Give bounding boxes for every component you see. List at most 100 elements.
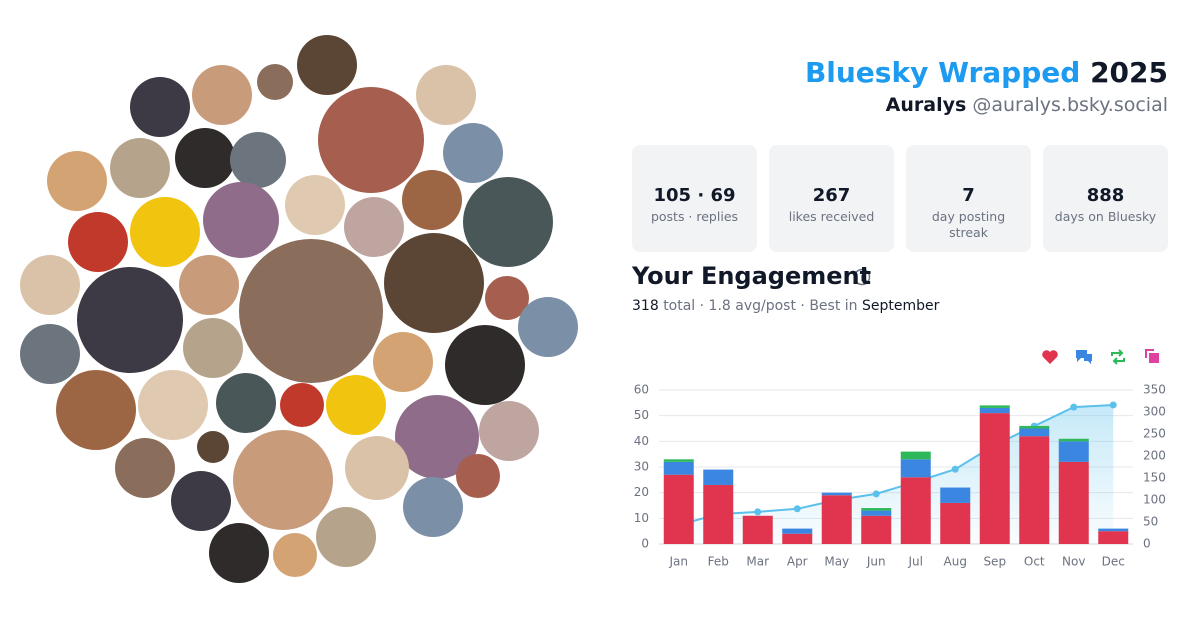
user: Auralys @auralys.bsky.social <box>886 94 1168 116</box>
avatar[interactable] <box>130 197 200 267</box>
legend <box>1042 349 1159 365</box>
bar-segment <box>1058 438 1089 442</box>
y2-tick-label: 100 <box>1143 493 1166 507</box>
bar-segment <box>979 407 1010 414</box>
handle[interactable]: @auralys.bsky.social <box>972 94 1168 116</box>
line <box>678 403 1114 527</box>
avatar[interactable] <box>175 128 235 188</box>
avatar[interactable] <box>463 177 553 267</box>
y-tick-label: 60 <box>634 383 649 397</box>
bar-segment <box>1019 425 1050 429</box>
avatar[interactable] <box>77 267 183 373</box>
best-month: September <box>862 298 940 314</box>
title: Bluesky Wrapped 2025 <box>805 56 1168 89</box>
avatar[interactable] <box>68 212 128 272</box>
avatar[interactable] <box>179 255 239 315</box>
legend-repost[interactable] <box>1111 349 1125 365</box>
y2-tick-label: 150 <box>1143 471 1166 485</box>
avatar[interactable] <box>138 370 208 440</box>
avatar[interactable] <box>445 325 525 405</box>
avatar[interactable] <box>345 436 409 500</box>
x-tick-label: May <box>824 555 849 569</box>
avatar[interactable] <box>318 87 424 193</box>
avatar[interactable] <box>373 332 433 392</box>
avatar[interactable] <box>479 401 539 461</box>
avatar[interactable] <box>183 318 243 378</box>
display-name: Auralys <box>885 94 967 116</box>
avatar[interactable] <box>216 373 276 433</box>
avatar[interactable] <box>384 233 484 333</box>
total: 318 <box>632 298 659 314</box>
x-tick-label: Mar <box>746 555 769 569</box>
avatar[interactable] <box>257 64 293 100</box>
avatar[interactable] <box>273 533 317 577</box>
avatar[interactable] <box>344 197 404 257</box>
x-tick-label: Jan <box>669 555 689 569</box>
avatar[interactable] <box>47 151 107 211</box>
bar-segment <box>663 459 694 462</box>
avatar[interactable] <box>115 438 175 498</box>
avatar[interactable] <box>239 239 383 383</box>
y2-tick-label: 350 <box>1143 383 1166 397</box>
x-tick-label: Jul <box>908 555 923 569</box>
avatar[interactable] <box>326 375 386 435</box>
brand: Bluesky Wrapped <box>804 56 1081 89</box>
avatar[interactable] <box>402 170 462 230</box>
y-tick-label: 40 <box>634 434 649 448</box>
x-tick-label: Apr <box>787 555 808 569</box>
legend-quote[interactable] <box>1145 349 1159 363</box>
avatar[interactable] <box>130 77 190 137</box>
info-icon[interactable] <box>853 268 871 286</box>
bar-segment <box>900 459 931 478</box>
section-heading: Your Engagement <box>632 262 872 290</box>
avatar[interactable] <box>280 383 324 427</box>
y-tick-label: 20 <box>634 485 649 499</box>
avatar[interactable] <box>233 430 333 530</box>
x-tick-label: Jun <box>866 555 886 569</box>
bar-segment <box>861 508 892 511</box>
avatar[interactable] <box>443 123 503 183</box>
summary: 318 total · 1.8 avg/post · Best in Septe… <box>632 298 939 314</box>
avatar[interactable] <box>297 35 357 95</box>
avatar[interactable] <box>20 255 80 315</box>
stat-label: likes received <box>788 209 875 224</box>
summary-text: total · 1.8 avg/post · Best in <box>663 298 858 314</box>
avatar[interactable] <box>518 297 578 357</box>
stat-label: posts · replies <box>650 209 739 224</box>
avatar[interactable] <box>316 507 376 567</box>
avatar[interactable] <box>485 276 529 320</box>
avatar[interactable] <box>395 395 479 479</box>
y-tick-label: 50 <box>634 408 649 422</box>
bar-segment <box>821 492 852 496</box>
avatar[interactable] <box>203 182 279 258</box>
stat-value: 105 · 69 <box>653 185 736 206</box>
avatar[interactable] <box>456 454 500 498</box>
y2-tick-label: 50 <box>1143 515 1158 529</box>
legend-reply[interactable] <box>1076 350 1092 364</box>
x-tick-label: Oct <box>1024 555 1045 569</box>
avatar[interactable] <box>403 477 463 537</box>
avatar[interactable] <box>56 370 136 450</box>
avatar[interactable] <box>171 471 231 531</box>
bar-segment <box>1098 528 1129 532</box>
avatar[interactable] <box>110 138 170 198</box>
bar-segment <box>703 469 734 485</box>
bar-segment <box>703 484 734 544</box>
avatar[interactable] <box>209 523 269 583</box>
bar-segment <box>1098 531 1129 544</box>
y-tick-label: 30 <box>634 460 649 474</box>
legend-like[interactable] <box>1042 350 1058 364</box>
bar-segment <box>821 495 852 544</box>
avatar[interactable] <box>416 65 476 125</box>
stat-card: 888 days on Bluesky <box>1043 145 1168 252</box>
avatar[interactable] <box>230 132 286 188</box>
bar-segment <box>861 515 892 544</box>
avatar[interactable] <box>285 175 345 235</box>
avatar[interactable] <box>197 431 229 463</box>
bar-segment <box>940 502 971 544</box>
stat-value: 7 <box>962 185 975 206</box>
avatar[interactable] <box>20 324 80 384</box>
avatar[interactable] <box>192 65 252 125</box>
